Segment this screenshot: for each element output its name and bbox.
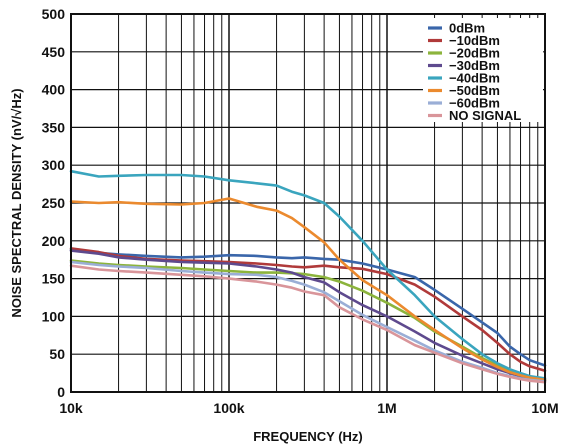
- series-line-no-signal: [69, 264, 547, 384]
- legend-label: 0dBm: [449, 21, 485, 36]
- y-tick-label: 500: [42, 6, 66, 22]
- series-line--30dbm: [69, 249, 547, 383]
- legend-label: −40dBm: [449, 71, 500, 86]
- legend-label: −30dBm: [449, 58, 500, 73]
- legend-label: −20dBm: [449, 46, 500, 61]
- legend-label: −60dBm: [449, 96, 500, 111]
- y-tick-label: 350: [42, 119, 66, 135]
- y-tick-label: 300: [42, 157, 66, 173]
- y-tick-label: 400: [42, 82, 66, 98]
- y-tick-label: 100: [42, 308, 66, 324]
- legend-label: −50dBm: [449, 83, 500, 98]
- y-tick-labels: 0 50 100 150 200 250 300 350 400 450 500: [42, 6, 66, 400]
- y-tick-label: 0: [57, 384, 65, 400]
- legend-label: NO SIGNAL: [449, 108, 521, 123]
- x-tick-label: 100k: [213, 400, 244, 416]
- series-line--50dbm: [69, 197, 547, 382]
- y-tick-label: 250: [42, 195, 66, 211]
- legend-label: −10dBm: [449, 33, 500, 48]
- y-tick-label: 50: [49, 346, 65, 362]
- y-tick-label: 450: [42, 44, 66, 60]
- series-lines: [69, 169, 547, 384]
- x-tick-label: 10k: [59, 400, 83, 416]
- series-line-0dbm: [69, 248, 547, 367]
- y-axis-title: NOISE SPECTRAL DENSITY (nV/√Hz): [9, 88, 24, 317]
- y-tick-label: 150: [42, 271, 66, 287]
- x-tick-label: 1M: [377, 400, 396, 416]
- y-tick-label: 200: [42, 233, 66, 249]
- series-line--20dbm: [69, 259, 547, 382]
- series-line--10dbm: [69, 247, 547, 373]
- x-axis-title: FREQUENCY (Hz): [253, 429, 363, 444]
- legend: 0dBm−10dBm−20dBm−30dBm−40dBm−50dBm−60dBm…: [428, 21, 521, 123]
- x-tick-labels: 10k 100k 1M 10M: [59, 400, 558, 416]
- x-tick-label: 10M: [531, 400, 558, 416]
- plot-frame: [70, 13, 546, 393]
- series-line--40dbm: [69, 169, 547, 380]
- legend-background: [423, 18, 543, 122]
